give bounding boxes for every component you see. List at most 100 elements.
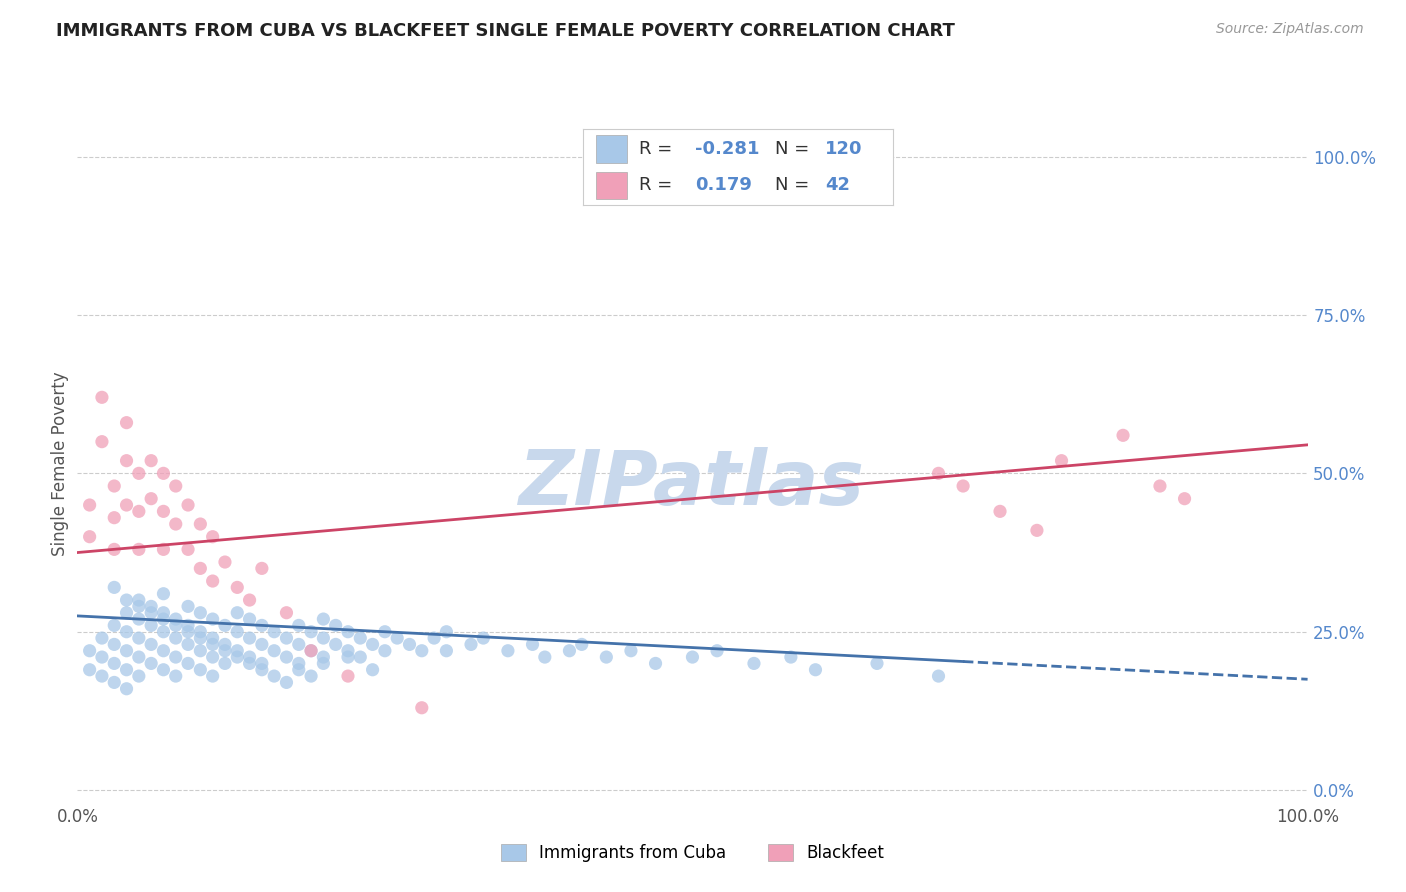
Point xyxy=(90,650,114,665)
Point xyxy=(325,637,347,651)
Point xyxy=(460,637,482,651)
Point xyxy=(115,681,138,696)
Point xyxy=(152,587,174,601)
Point xyxy=(165,618,187,632)
Point xyxy=(682,650,704,665)
Point xyxy=(152,542,174,557)
Point xyxy=(952,479,974,493)
Point xyxy=(1050,453,1073,467)
Text: N =: N = xyxy=(775,177,810,194)
Point xyxy=(79,663,101,677)
Text: 120: 120 xyxy=(825,140,862,158)
Point xyxy=(349,631,371,645)
Point xyxy=(239,593,262,607)
Point xyxy=(276,650,298,665)
Point xyxy=(190,631,212,645)
Y-axis label: Single Female Poverty: Single Female Poverty xyxy=(51,372,69,556)
Point xyxy=(190,644,212,658)
Point xyxy=(1112,428,1135,442)
Point xyxy=(128,669,150,683)
Point xyxy=(152,644,174,658)
Point xyxy=(90,434,114,449)
Text: ZIPatlas: ZIPatlas xyxy=(519,447,866,521)
Point xyxy=(361,663,384,677)
Point xyxy=(299,624,322,639)
Point xyxy=(1174,491,1197,506)
Point xyxy=(988,504,1011,518)
Text: R =: R = xyxy=(640,177,672,194)
Point xyxy=(214,644,236,658)
Point xyxy=(571,637,593,651)
Point xyxy=(239,612,262,626)
Point xyxy=(214,657,236,671)
Point xyxy=(496,644,519,658)
Point xyxy=(250,657,273,671)
Point xyxy=(337,669,360,683)
Point xyxy=(804,663,827,677)
Point xyxy=(312,631,335,645)
Point xyxy=(115,593,138,607)
Point xyxy=(226,644,249,658)
Point xyxy=(165,631,187,645)
Point xyxy=(263,624,285,639)
Point xyxy=(558,644,581,658)
Point xyxy=(201,637,224,651)
Point xyxy=(411,700,433,714)
Point xyxy=(201,669,224,683)
Point xyxy=(152,612,174,626)
Point xyxy=(152,663,174,677)
Point xyxy=(165,650,187,665)
Point xyxy=(190,663,212,677)
Point xyxy=(103,657,125,671)
Point xyxy=(299,644,322,658)
Point xyxy=(866,657,889,671)
Point xyxy=(165,479,187,493)
Point xyxy=(141,637,163,651)
Point xyxy=(780,650,803,665)
Point xyxy=(620,644,643,658)
Point xyxy=(226,650,249,665)
Point xyxy=(201,612,224,626)
Point xyxy=(214,618,236,632)
Point xyxy=(239,657,262,671)
Point xyxy=(90,390,114,404)
Point xyxy=(103,581,125,595)
Point xyxy=(337,624,360,639)
Point xyxy=(103,479,125,493)
Point xyxy=(288,618,311,632)
Point xyxy=(128,504,150,518)
Point xyxy=(141,599,163,614)
Point xyxy=(141,606,163,620)
Point xyxy=(103,637,125,651)
Point xyxy=(152,467,174,481)
Point xyxy=(115,416,138,430)
Point xyxy=(250,618,273,632)
Point xyxy=(115,624,138,639)
Point xyxy=(263,669,285,683)
Point xyxy=(190,624,212,639)
Point xyxy=(115,663,138,677)
Text: N =: N = xyxy=(775,140,810,158)
Point xyxy=(141,657,163,671)
Point xyxy=(361,637,384,651)
Point xyxy=(190,561,212,575)
Point xyxy=(141,618,163,632)
Point xyxy=(177,498,200,512)
Point xyxy=(312,650,335,665)
Point xyxy=(115,498,138,512)
Point xyxy=(165,516,187,531)
Point xyxy=(128,593,150,607)
Point xyxy=(928,467,950,481)
Point xyxy=(79,498,101,512)
Point xyxy=(374,624,396,639)
Point xyxy=(115,606,138,620)
Text: 0.179: 0.179 xyxy=(695,177,752,194)
Point xyxy=(201,530,224,544)
Point xyxy=(288,657,311,671)
Point xyxy=(128,542,150,557)
Point xyxy=(165,669,187,683)
Point xyxy=(79,644,101,658)
Text: IMMIGRANTS FROM CUBA VS BLACKFEET SINGLE FEMALE POVERTY CORRELATION CHART: IMMIGRANTS FROM CUBA VS BLACKFEET SINGLE… xyxy=(56,22,955,40)
Point xyxy=(250,561,273,575)
Point xyxy=(534,650,557,665)
